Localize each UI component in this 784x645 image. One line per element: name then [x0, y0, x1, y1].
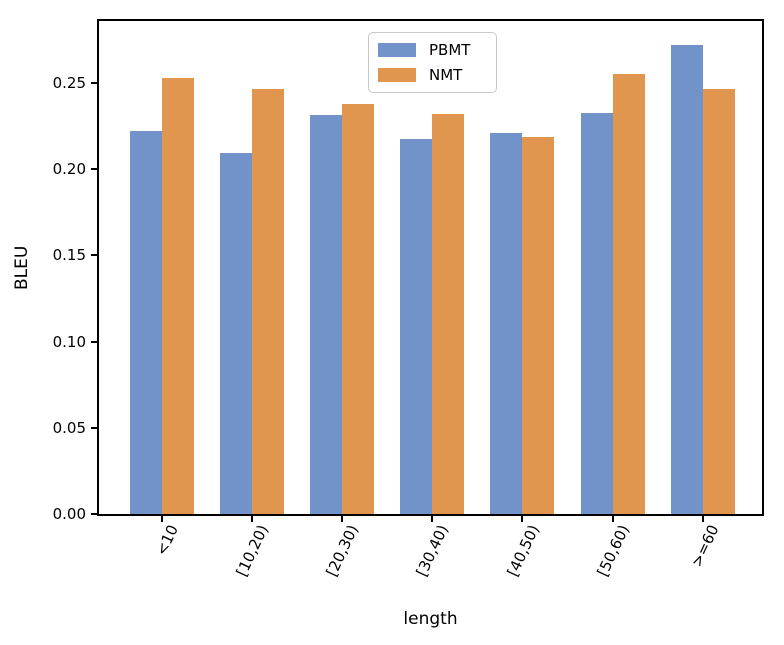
legend: PBMT NMT	[368, 32, 497, 93]
y-tick-mark	[91, 168, 97, 171]
y-tick-mark	[91, 513, 97, 515]
bar-nmt-1	[251, 89, 284, 514]
bar-pbmt-2	[309, 114, 342, 514]
pbmt-swatch-icon	[378, 43, 416, 57]
x-tick-label: <10	[152, 522, 182, 559]
y-tick-mark	[91, 426, 97, 429]
bar-pbmt-0	[129, 131, 162, 514]
bar-nmt-5	[612, 73, 645, 514]
x-tick-mark	[701, 516, 704, 522]
legend-item-pbmt: PBMT	[378, 42, 496, 58]
bar-pbmt-1	[219, 152, 252, 514]
x-tick-label: [30,40)	[413, 522, 453, 580]
y-tick-label: 0.10	[52, 332, 86, 351]
legend-label-pbmt: PBMT	[429, 41, 471, 59]
legend-item-nmt: NMT	[378, 67, 496, 83]
legend-label-nmt: NMT	[429, 66, 463, 84]
bar-pbmt-4	[490, 133, 523, 514]
x-tick-label: [20,30)	[322, 522, 363, 580]
x-tick-mark	[340, 516, 343, 522]
x-tick-label: [40,50)	[503, 522, 543, 580]
bar-pbmt-5	[580, 113, 613, 514]
y-tick-mark	[91, 82, 97, 85]
x-tick-mark	[521, 516, 524, 522]
x-tick-mark	[250, 516, 253, 522]
y-tick-mark	[91, 254, 97, 257]
y-axis-label: BLEU	[12, 245, 32, 290]
bar-pbmt-3	[400, 139, 433, 514]
bar-nmt-0	[161, 77, 194, 514]
x-tick-mark	[160, 516, 163, 522]
x-tick-label: >=60	[688, 522, 724, 570]
x-axis-label: length	[403, 609, 458, 629]
y-tick-mark	[91, 340, 97, 343]
bar-nmt-2	[341, 103, 374, 514]
bar-pbmt-6	[670, 45, 703, 514]
y-tick-label: 0.00	[52, 505, 86, 523]
x-tick-mark	[431, 516, 434, 522]
y-tick-label: 0.25	[52, 74, 86, 93]
nmt-swatch-icon	[378, 68, 416, 82]
y-tick-label: 0.15	[52, 246, 86, 265]
y-tick-label: 0.05	[52, 418, 86, 437]
bar-nmt-4	[522, 137, 555, 514]
plot-area	[97, 19, 764, 516]
y-tick-label: 0.20	[52, 160, 86, 179]
bar-nmt-6	[702, 89, 735, 514]
bar-nmt-3	[432, 114, 465, 514]
x-tick-mark	[611, 516, 614, 522]
x-tick-label: [10,20)	[232, 522, 273, 580]
x-tick-label: [50,60)	[593, 522, 633, 580]
